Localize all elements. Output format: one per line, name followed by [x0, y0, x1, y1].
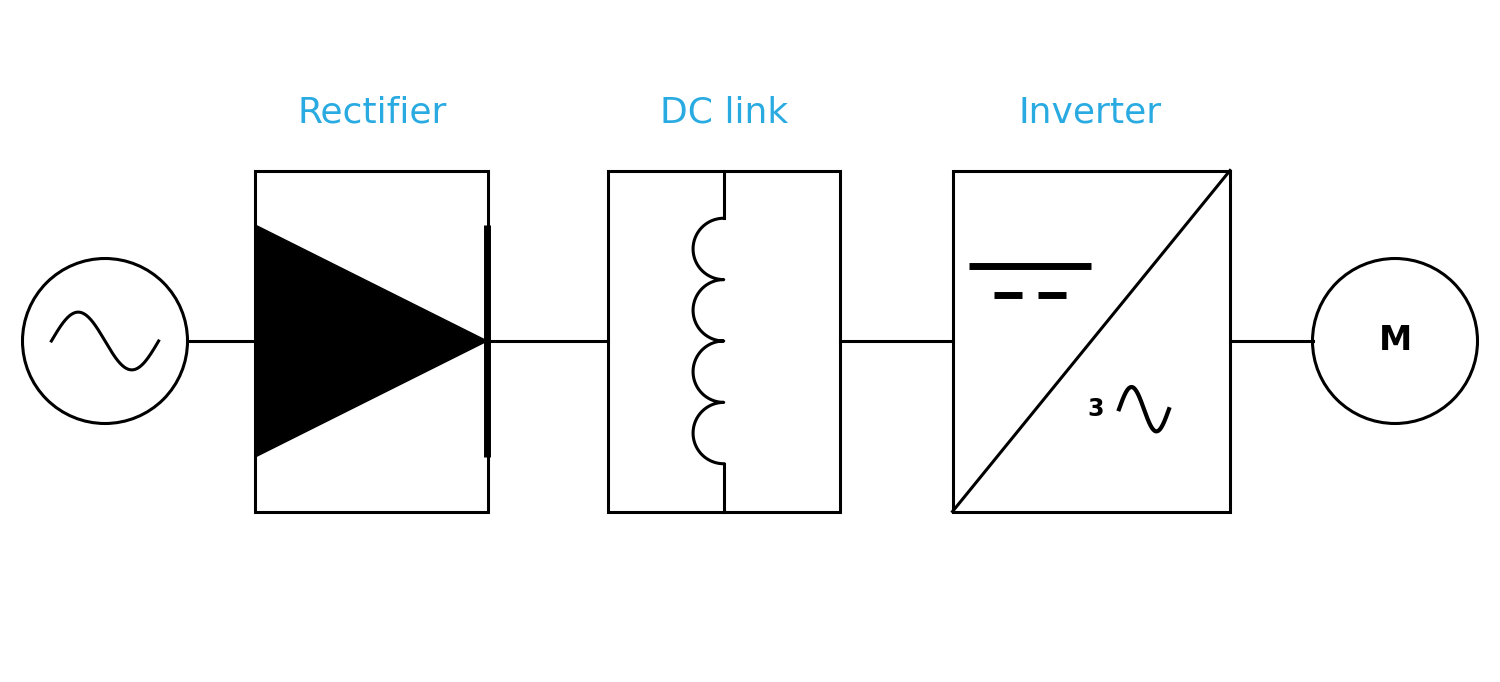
- Text: DC link: DC link: [660, 95, 789, 130]
- Bar: [255, 170, 488, 512]
- Text: M: M: [1378, 325, 1411, 357]
- Text: 3: 3: [1088, 397, 1104, 421]
- Text: Inverter: Inverter: [1019, 95, 1162, 130]
- Bar: [952, 170, 1230, 512]
- Bar: [608, 170, 840, 512]
- Polygon shape: [255, 225, 488, 457]
- Text: Rectifier: Rectifier: [297, 95, 447, 130]
